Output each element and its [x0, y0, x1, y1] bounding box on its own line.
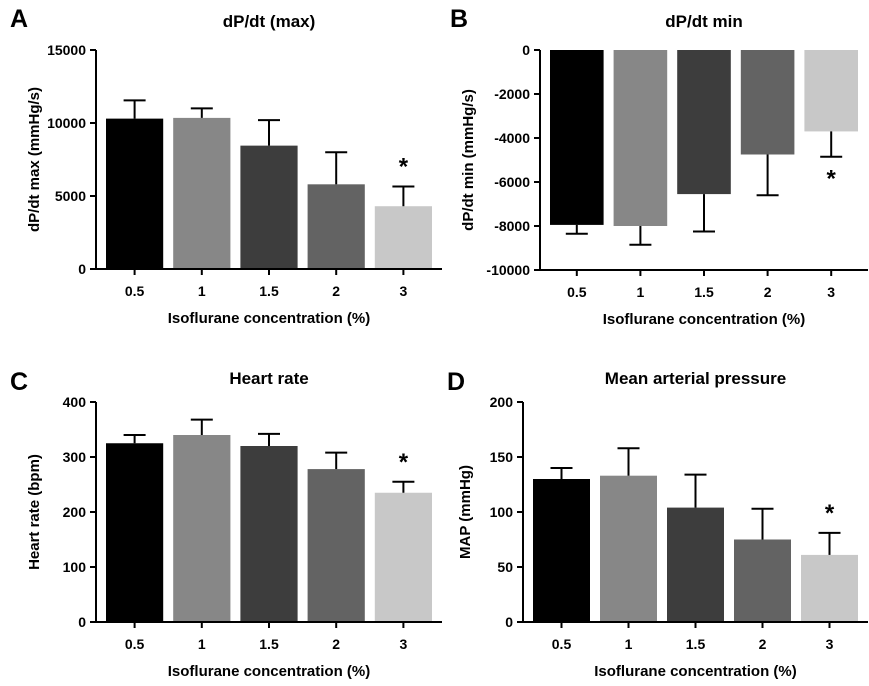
y-tick-label: 400 [63, 394, 87, 410]
y-tick-label: 100 [490, 504, 514, 520]
x-axis-label: Isoflurane concentration (%) [603, 311, 806, 328]
x-axis-label: Isoflurane concentration (%) [168, 310, 371, 327]
significance-marker: * [399, 154, 409, 181]
chart-title: Heart rate [229, 369, 308, 388]
x-tick-label: 1 [637, 284, 645, 300]
panel-letter: A [10, 5, 28, 33]
bar-1.5 [677, 50, 731, 194]
y-tick-label: 5000 [55, 188, 86, 204]
x-axis-label: Isoflurane concentration (%) [594, 663, 797, 680]
y-tick-label: 15000 [47, 42, 86, 58]
panel-c: C Heart rate 0.5 1 1.5 2 * 3 0 100 200 300 400 Isoflu… [10, 368, 442, 680]
y-tick-label: 200 [63, 504, 87, 520]
x-tick-label: 0.5 [552, 636, 572, 652]
bar-0.5 [550, 50, 604, 225]
significance-marker: * [825, 500, 835, 527]
panel-letter: D [447, 368, 465, 396]
bar-1 [173, 435, 230, 622]
x-tick-label: 3 [826, 636, 834, 652]
x-tick-label: 2 [764, 284, 772, 300]
x-tick-label: 2 [759, 636, 767, 652]
y-tick-label: -2000 [494, 86, 530, 102]
y-tick-label: 0 [78, 261, 86, 277]
bar-0.5 [533, 479, 590, 622]
x-tick-label: 1.5 [259, 283, 279, 299]
chart-title: Mean arterial pressure [605, 369, 786, 388]
y-tick-label: -10000 [486, 262, 530, 278]
x-tick-label: 0.5 [125, 636, 145, 652]
bar-0.5 [106, 443, 163, 622]
bar-1 [614, 50, 668, 226]
y-axis-label: dP/dt max (mmHg/s) [26, 87, 43, 232]
y-tick-label: -4000 [494, 130, 530, 146]
bar-3 [375, 206, 432, 269]
y-tick-label: -6000 [494, 174, 530, 190]
x-tick-label: 3 [827, 284, 835, 300]
y-tick-label: 300 [63, 449, 87, 465]
x-tick-label: 1 [198, 283, 206, 299]
significance-marker: * [827, 166, 837, 193]
x-tick-label: 1.5 [694, 284, 714, 300]
bar-2 [734, 540, 791, 623]
x-tick-label: 3 [400, 636, 408, 652]
bar-1 [600, 476, 657, 622]
x-tick-label: 1 [625, 636, 633, 652]
panel-letter: C [10, 368, 28, 396]
y-tick-label: 10000 [47, 115, 86, 131]
y-axis-label: MAP (mmHg) [457, 465, 474, 559]
bar-3 [804, 50, 858, 131]
bar-2 [308, 184, 365, 269]
x-tick-label: 2 [332, 636, 340, 652]
bar-0.5 [106, 119, 163, 269]
x-tick-label: 0.5 [567, 284, 587, 300]
bar-1 [173, 118, 230, 269]
x-tick-label: 1.5 [686, 636, 706, 652]
bar-2 [308, 469, 365, 622]
y-tick-label: 100 [63, 559, 87, 575]
bar-1.5 [667, 508, 724, 622]
panel-d: D Mean arterial pressure 0.5 1 1.5 2 * 3 0 50 100 1… [447, 368, 868, 680]
x-tick-label: 3 [400, 283, 408, 299]
bar-3 [375, 493, 432, 622]
y-tick-label: 0 [505, 614, 513, 630]
x-tick-label: 1.5 [259, 636, 279, 652]
bar-3 [801, 555, 858, 622]
y-tick-label: -8000 [494, 218, 530, 234]
x-tick-label: 2 [332, 283, 340, 299]
panel-letter: B [450, 5, 468, 33]
x-tick-label: 0.5 [125, 283, 145, 299]
x-axis-label: Isoflurane concentration (%) [168, 663, 371, 680]
y-tick-label: 50 [497, 559, 513, 575]
chart-title: dP/dt (max) [223, 12, 316, 31]
y-axis-label: dP/dt min (mmHg/s) [460, 89, 477, 231]
x-tick-label: 1 [198, 636, 206, 652]
y-axis-label: Heart rate (bpm) [26, 454, 43, 570]
y-tick-label: 200 [490, 394, 514, 410]
bar-1.5 [240, 146, 297, 269]
y-tick-label: 0 [522, 42, 530, 58]
y-tick-label: 150 [490, 449, 514, 465]
bar-1.5 [240, 446, 297, 622]
chart-title: dP/dt min [665, 12, 742, 31]
bar-2 [741, 50, 795, 155]
significance-marker: * [399, 449, 409, 476]
y-tick-label: 0 [78, 614, 86, 630]
